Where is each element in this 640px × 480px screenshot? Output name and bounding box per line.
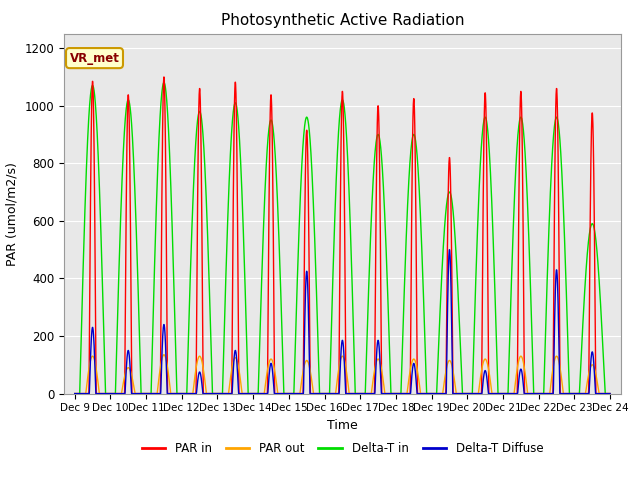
Legend: PAR in, PAR out, Delta-T in, Delta-T Diffuse: PAR in, PAR out, Delta-T in, Delta-T Dif… bbox=[137, 437, 548, 460]
X-axis label: Time: Time bbox=[327, 419, 358, 432]
Y-axis label: PAR (umol/m2/s): PAR (umol/m2/s) bbox=[6, 162, 19, 265]
Title: Photosynthetic Active Radiation: Photosynthetic Active Radiation bbox=[221, 13, 464, 28]
Text: VR_met: VR_met bbox=[70, 51, 120, 65]
